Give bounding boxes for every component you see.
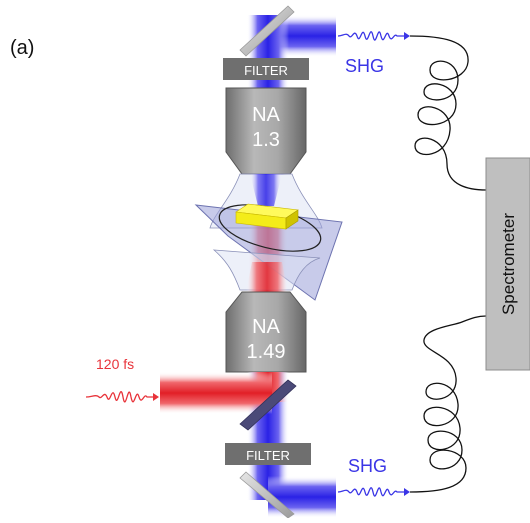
- spectrometer-box: [485, 157, 530, 371]
- bottom-objective-na: NA: [252, 316, 280, 338]
- input-pulse-wave-icon: [85, 391, 154, 403]
- top-filter: [223, 58, 309, 80]
- top-cone-blue-light: [250, 174, 282, 206]
- bottom-filter: [225, 443, 311, 465]
- spectrometer-label: Spectrometer: [499, 213, 518, 315]
- top-filter-label: FILTER: [244, 63, 288, 78]
- bottom-shg-wave-icon: [337, 487, 404, 497]
- top-fiber: [409, 35, 487, 191]
- bottom-objective: [225, 291, 307, 373]
- sample-nanostructure-side: [285, 209, 299, 230]
- top-objective-value: 1.3: [252, 129, 280, 151]
- pulse-duration-label: 120 fs: [96, 356, 134, 372]
- top-objective-na: NA: [252, 104, 280, 126]
- red-beam-horizontal: [160, 372, 272, 414]
- input-pulse-arrowhead: [153, 393, 159, 401]
- bottom-objective-value: 1.49: [247, 341, 286, 363]
- top-shg-wave-icon: [337, 31, 404, 41]
- top-shg-label: SHG: [345, 56, 384, 76]
- panel-label: (a): [10, 37, 34, 59]
- bottom-cone-red-light: [246, 262, 288, 292]
- bottom-shg-label: SHG: [348, 456, 387, 476]
- bottom-shg-arrowhead: [404, 488, 410, 496]
- bottom-shg-beam-horizontal: [268, 476, 336, 518]
- top-shg-arrowhead: [404, 32, 410, 40]
- dichroic-mirror: [239, 379, 297, 431]
- bottom-filter-label: FILTER: [246, 448, 290, 463]
- bottom-fiber: [409, 315, 487, 493]
- top-mirror: [239, 5, 295, 57]
